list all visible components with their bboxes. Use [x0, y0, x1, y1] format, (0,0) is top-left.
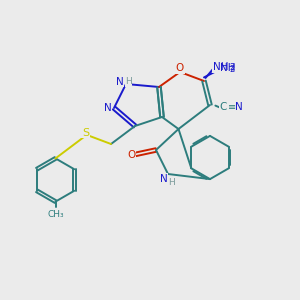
- Text: N: N: [116, 76, 123, 87]
- Text: H: H: [125, 77, 132, 86]
- Text: 2: 2: [229, 65, 234, 74]
- Text: H: H: [168, 178, 175, 187]
- Text: 2: 2: [230, 63, 235, 72]
- Text: N: N: [235, 102, 242, 112]
- Text: NH: NH: [213, 62, 228, 73]
- Text: CH₃: CH₃: [47, 210, 64, 219]
- Text: N: N: [103, 103, 111, 113]
- Text: N: N: [160, 173, 167, 184]
- Text: O: O: [127, 149, 136, 160]
- Text: ≡: ≡: [227, 102, 236, 112]
- Text: C: C: [220, 102, 227, 112]
- Text: NH: NH: [220, 63, 235, 74]
- Text: S: S: [82, 128, 89, 138]
- Text: O: O: [176, 63, 184, 74]
